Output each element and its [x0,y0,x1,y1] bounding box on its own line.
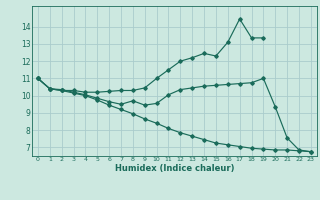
X-axis label: Humidex (Indice chaleur): Humidex (Indice chaleur) [115,164,234,173]
